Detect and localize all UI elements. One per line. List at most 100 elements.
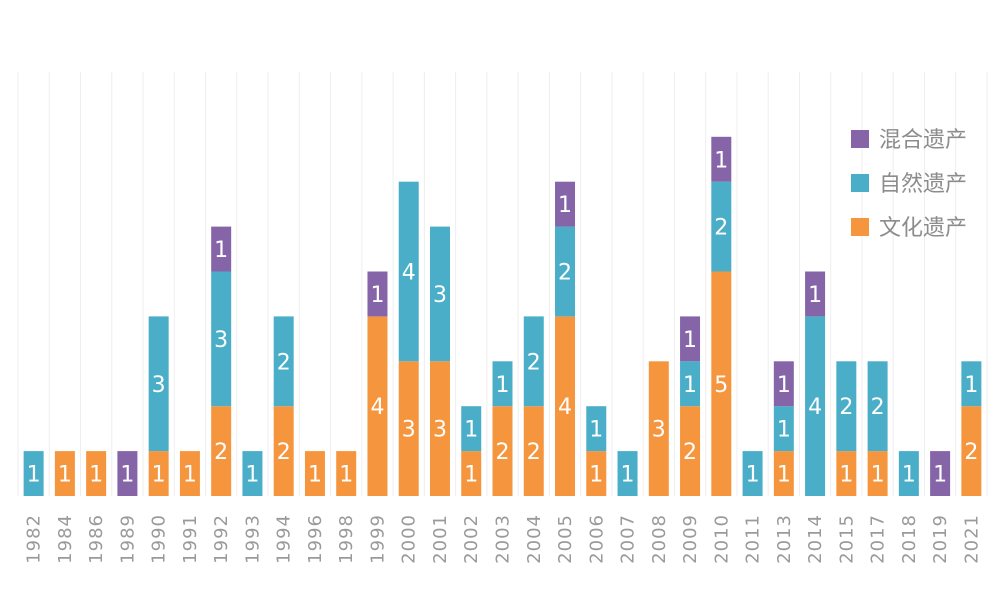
data-label: 1 — [871, 463, 885, 488]
x-tick-label: 1990 — [149, 514, 170, 564]
data-label: 5 — [714, 373, 728, 398]
bar-segment — [836, 361, 857, 452]
bar-segment — [961, 361, 982, 407]
bar-segment — [148, 316, 169, 452]
x-tick-label: 2019 — [930, 514, 951, 564]
bar-segment — [148, 451, 169, 496]
data-label: 1 — [746, 463, 760, 488]
data-label: 1 — [183, 463, 197, 488]
data-label: 1 — [27, 463, 41, 488]
bar-segment — [711, 181, 732, 272]
x-tick-label: 1986 — [86, 514, 107, 564]
data-label: 1 — [777, 463, 791, 488]
x-tick-label: 1998 — [336, 514, 357, 564]
data-label: 3 — [152, 373, 166, 398]
x-tick-label: 2015 — [836, 514, 857, 564]
bar-segment — [617, 451, 638, 496]
data-label: 1 — [589, 418, 603, 443]
bar-segment — [492, 361, 513, 407]
x-tick-label: 2005 — [555, 514, 576, 564]
bar-segment — [336, 451, 357, 496]
bar-segment — [54, 451, 75, 496]
data-label: 1 — [214, 238, 228, 263]
bar-segment — [117, 451, 138, 496]
legend-label: 自然遗产 — [879, 172, 967, 197]
x-tick-label: 1991 — [180, 514, 201, 564]
bar-segment — [867, 451, 888, 496]
x-tick-label: 2010 — [711, 514, 732, 564]
data-label: 1 — [683, 373, 697, 398]
x-tick-label: 2001 — [430, 514, 451, 564]
x-tick-label: 2013 — [774, 514, 795, 564]
legend-label: 文化遗产 — [879, 216, 967, 241]
bar-segment — [961, 406, 982, 496]
x-tick-label: 2006 — [586, 514, 607, 564]
x-tick-label: 1996 — [305, 514, 326, 564]
data-label: 1 — [245, 463, 259, 488]
bar-segment — [805, 316, 826, 496]
data-label: 1 — [58, 463, 72, 488]
data-label: 1 — [964, 373, 978, 398]
data-label: 1 — [370, 283, 384, 308]
bar-segment — [429, 226, 450, 362]
bar-segment — [867, 361, 888, 452]
bar-segment — [555, 316, 576, 496]
x-tick-label: 2000 — [399, 514, 420, 564]
bar-segment — [86, 451, 107, 496]
data-label: 2 — [527, 350, 541, 375]
bar-segment — [586, 406, 607, 452]
bar-segment — [367, 271, 388, 317]
x-tick-label: 1984 — [55, 514, 76, 564]
x-tick-label: 1993 — [242, 514, 263, 564]
data-label: 1 — [558, 193, 572, 218]
x-tick-label: 2002 — [461, 514, 482, 564]
x-tick-label: 1989 — [117, 514, 138, 564]
bar-segment — [836, 451, 857, 496]
data-label: 3 — [433, 418, 447, 443]
legend-swatch — [851, 218, 869, 236]
bar-segment — [680, 361, 701, 407]
data-label: 2 — [839, 395, 853, 420]
data-label: 1 — [308, 463, 322, 488]
bar-segment — [523, 316, 544, 407]
data-label: 1 — [89, 463, 103, 488]
bar-segment — [711, 271, 732, 496]
bar-segment — [586, 451, 607, 496]
data-label: 1 — [808, 283, 822, 308]
data-label: 1 — [839, 463, 853, 488]
bar-segment — [211, 271, 232, 407]
bar-segment — [179, 451, 200, 496]
bar-segment — [680, 406, 701, 496]
data-label: 2 — [214, 440, 228, 465]
bar-segment — [461, 451, 482, 496]
x-tick-label: 1994 — [274, 514, 295, 564]
bar-segment — [773, 451, 794, 496]
bar-segment — [23, 451, 44, 496]
legend-label: 混合遗产 — [879, 128, 967, 153]
data-label: 3 — [214, 328, 228, 353]
bar-segment — [930, 451, 951, 496]
data-label: 2 — [714, 216, 728, 241]
bar-segment — [367, 316, 388, 496]
data-label: 1 — [777, 418, 791, 443]
data-label: 2 — [277, 440, 291, 465]
x-axis-ticks: 1982 1984 1986 1989 1990 1991 1992 1993 1994 1996… — [24, 514, 983, 564]
bar-segment — [242, 451, 263, 496]
bar-segment — [555, 226, 576, 317]
data-label: 1 — [464, 418, 478, 443]
data-label: 1 — [777, 373, 791, 398]
x-tick-label: 2004 — [524, 514, 545, 564]
data-label: 1 — [496, 373, 510, 398]
bar-segment — [555, 181, 576, 227]
data-label: 2 — [683, 440, 697, 465]
data-label: 1 — [902, 463, 916, 488]
data-label: 4 — [370, 395, 384, 420]
bar-segment — [711, 136, 732, 182]
data-label: 3 — [433, 283, 447, 308]
data-label: 4 — [402, 261, 416, 286]
data-label: 1 — [621, 463, 635, 488]
x-tick-label: 2007 — [618, 514, 639, 564]
data-label: 2 — [558, 261, 572, 286]
